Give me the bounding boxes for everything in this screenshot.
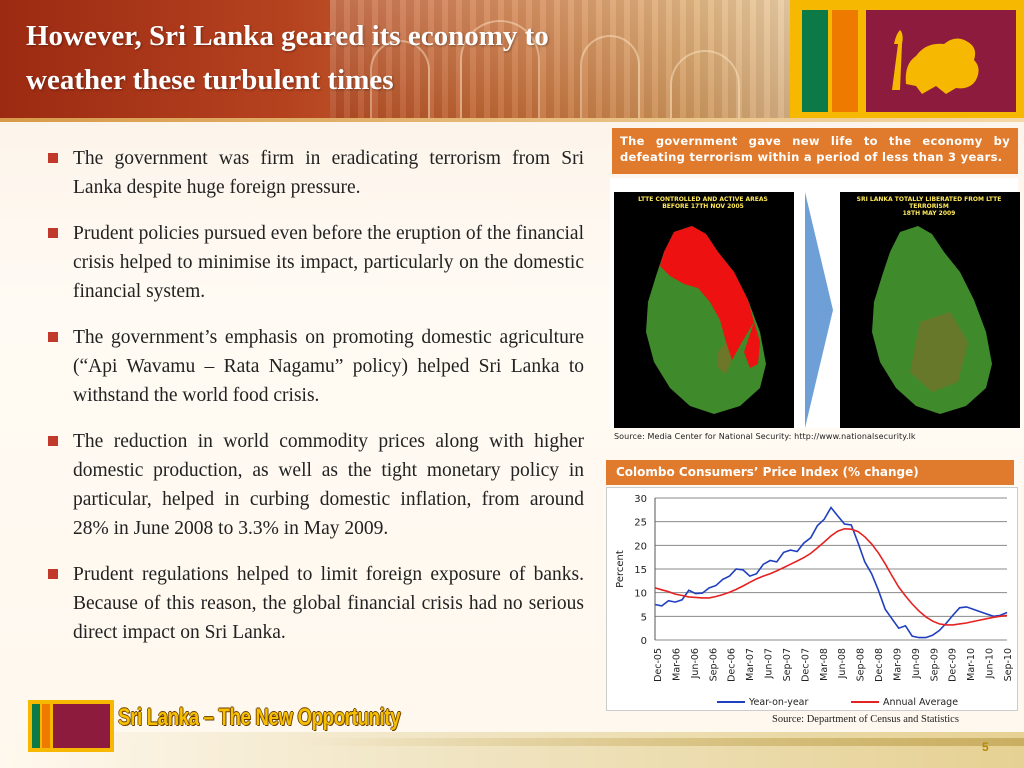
x-tick-label: Dec-07 <box>800 648 811 682</box>
legend-label: Year-on-year <box>748 697 808 708</box>
lion-emblem-icon <box>892 30 979 94</box>
sri-lanka-map-after <box>872 226 992 414</box>
x-tick-label: Jun-06 <box>690 648 701 679</box>
transition-arrow-icon <box>805 192 833 428</box>
slide-title: However, Sri Lanka geared its economy to… <box>26 14 726 102</box>
y-tick-label: 30 <box>634 494 647 505</box>
y-tick-label: 25 <box>634 518 647 529</box>
bullet-square-icon <box>48 153 58 163</box>
page-number: 5 <box>982 740 989 754</box>
footer-bar <box>0 732 1024 768</box>
footer-flag-logo <box>28 700 114 752</box>
bullet-list: The government was firm in eradicating t… <box>48 144 584 664</box>
bullet-square-icon <box>48 569 58 579</box>
x-tick-label: Sep-06 <box>708 648 719 681</box>
slide-title-line1: However, Sri Lanka geared its economy to <box>26 20 549 52</box>
bullet-item: Prudent regulations helped to limit fore… <box>48 560 584 647</box>
x-tick-label: Sep-08 <box>856 648 867 681</box>
bullet-square-icon <box>48 228 58 238</box>
chart-title: Colombo Consumers’ Price Index (% change… <box>606 460 1014 485</box>
y-axis-label: Percent <box>615 550 626 588</box>
map-after-2009: SRI LANKA TOTALLY LIBERATED FROM LTTE TE… <box>840 192 1020 428</box>
temple-backdrop <box>330 0 790 118</box>
chart-source: Source: Department of Census and Statist… <box>772 714 959 725</box>
x-tick-label: Sep-09 <box>929 648 940 681</box>
series-line-annual-average <box>654 527 1008 626</box>
y-tick-label: 5 <box>641 612 647 623</box>
x-tick-label: Mar-07 <box>745 648 756 681</box>
tagline: Sri Lanka – The New Opportunity <box>118 704 401 731</box>
maps-source: Source: Media Center for National Securi… <box>614 432 916 441</box>
x-tick-label: Mar-09 <box>892 648 903 681</box>
slide-title-line2: weather these turbulent times <box>26 64 394 96</box>
header-divider <box>0 118 1024 122</box>
bullet-item: The government’s emphasis on promoting d… <box>48 323 584 410</box>
y-tick-label: 20 <box>634 541 647 552</box>
map-after-caption: SRI LANKA TOTALLY LIBERATED FROM LTTE TE… <box>856 196 1002 217</box>
bullet-item: Prudent policies pursued even before the… <box>48 219 584 306</box>
x-tick-label: Jun-07 <box>764 648 775 679</box>
sri-lanka-map-before <box>646 226 766 414</box>
y-tick-label: 0 <box>641 636 647 647</box>
bullet-square-icon <box>48 436 58 446</box>
x-tick-label: Mar-10 <box>966 648 977 681</box>
x-tick-label: Jun-10 <box>985 648 996 679</box>
x-tick-label: Mar-06 <box>671 648 682 681</box>
x-tick-label: Dec-08 <box>874 648 885 682</box>
map-before-caption: LTTE CONTROLLED AND ACTIVE AREAS BEFORE … <box>638 196 768 210</box>
x-tick-label: Dec-09 <box>948 648 959 682</box>
x-tick-label: Jun-09 <box>911 648 922 679</box>
maps-callout: The government gave new life to the econ… <box>612 128 1018 174</box>
map-before-2005: LTTE CONTROLLED AND ACTIVE AREAS BEFORE … <box>614 192 794 428</box>
y-tick-label: 15 <box>634 565 647 576</box>
series-line-year-on-year <box>654 506 1008 639</box>
x-tick-label: Sep-10 <box>1003 648 1014 681</box>
bullet-item: The government was firm in eradicating t… <box>48 144 584 202</box>
maps-comparison: LTTE CONTROLLED AND ACTIVE AREAS BEFORE … <box>610 178 1020 428</box>
bullet-square-icon <box>48 332 58 342</box>
bullet-item: The reduction in world commodity prices … <box>48 427 584 543</box>
x-tick-label: Dec-06 <box>727 648 738 682</box>
y-tick-label: 10 <box>634 589 647 600</box>
x-tick-label: Dec-05 <box>653 648 664 682</box>
cpi-chart: 0 5 10 15 20 25 30 Percent Dec-05 Mar-06 Jun-06 Sep… <box>606 487 1018 711</box>
x-tick-label: Mar-08 <box>819 648 830 681</box>
cpi-chart-svg: 0 5 10 15 20 25 30 Percent Dec-05 Mar-06 Jun-06 Sep… <box>615 494 1014 708</box>
x-tick-label: Jun-08 <box>837 648 848 679</box>
sri-lanka-flag <box>790 0 1024 122</box>
legend-label: Annual Average <box>883 697 958 708</box>
x-tick-label: Sep-07 <box>782 648 793 681</box>
